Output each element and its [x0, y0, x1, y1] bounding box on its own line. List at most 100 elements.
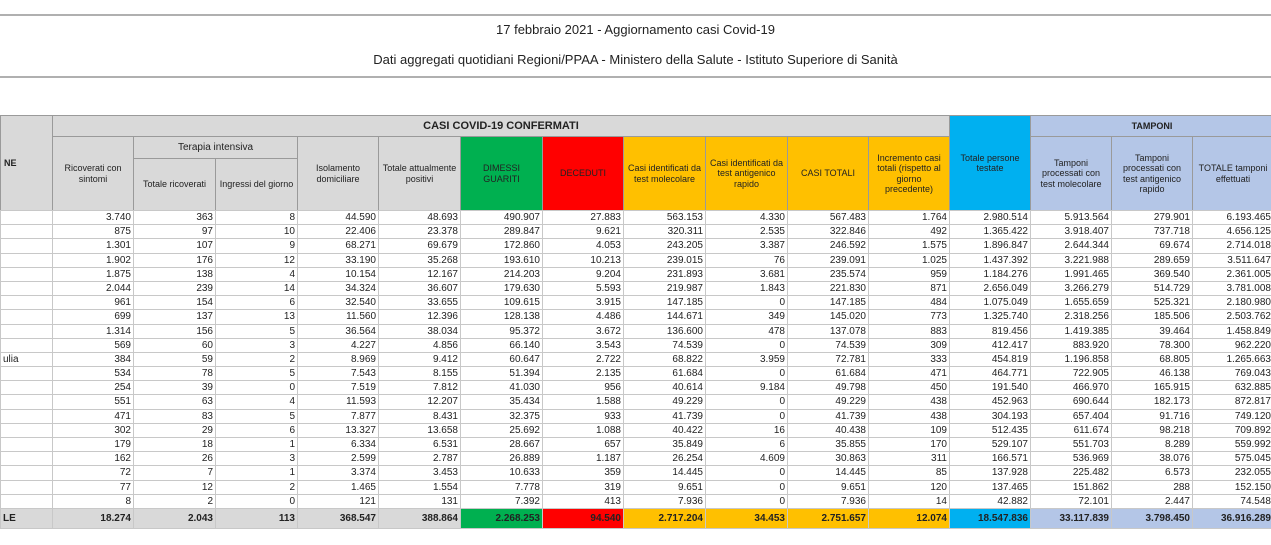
value-cell: 7.936 [787, 494, 869, 509]
value-cell: 302 [52, 423, 134, 438]
value-cell: 179.630 [460, 281, 543, 296]
value-cell: 10 [215, 224, 298, 239]
value-cell: 109.615 [460, 295, 543, 310]
value-cell: 3.740 [52, 210, 134, 225]
value-cell: 5.913.564 [1030, 210, 1112, 225]
value-cell: 6.334 [297, 437, 379, 452]
value-cell: 4.053 [542, 238, 624, 254]
value-cell: 29 [133, 423, 216, 438]
value-cell: 478 [705, 324, 788, 339]
value-cell: 7.936 [623, 494, 706, 509]
value-cell: 0 [215, 494, 298, 509]
value-cell: 359 [542, 465, 624, 481]
value-cell: 41.030 [460, 380, 543, 395]
value-cell: 1.896.847 [949, 238, 1031, 254]
value-cell: 2.644.344 [1030, 238, 1112, 254]
value-cell: 25.692 [460, 423, 543, 438]
value-cell: 5 [215, 366, 298, 381]
column-header: Ingressi del giorno [215, 158, 298, 211]
value-cell: 0 [705, 409, 788, 424]
value-cell: 0 [705, 494, 788, 509]
value-cell: 10.154 [297, 267, 379, 282]
value-cell: 6.193.465 [1192, 210, 1271, 225]
value-cell: 137.928 [949, 465, 1031, 481]
value-cell: 95.372 [460, 324, 543, 339]
column-header: NE [0, 115, 53, 211]
value-cell: 962.220 [1192, 338, 1271, 353]
value-cell: 5.593 [542, 281, 624, 296]
value-cell: 214.203 [460, 267, 543, 282]
value-cell: 11.593 [297, 394, 379, 410]
rule [0, 14, 1271, 16]
value-cell: 1.588 [542, 394, 624, 410]
column-header: DECEDUTI [542, 136, 624, 211]
value-cell: 33.655 [378, 295, 461, 310]
value-cell: 42.882 [949, 494, 1031, 509]
value-cell: 452.963 [949, 394, 1031, 410]
column-header: CASI TOTALI [787, 136, 869, 211]
value-cell: 6.531 [378, 437, 461, 452]
value-cell: 166.571 [949, 451, 1031, 466]
value-cell: 121 [297, 494, 379, 509]
value-cell: 279.901 [1111, 210, 1193, 225]
value-cell: 512.435 [949, 423, 1031, 438]
value-cell: 657.404 [1030, 409, 1112, 424]
value-cell: 12 [215, 253, 298, 268]
value-cell: 13 [215, 309, 298, 325]
value-cell: 699 [52, 309, 134, 325]
value-cell: 2.787 [378, 451, 461, 466]
value-cell: 48.693 [378, 210, 461, 225]
column-header: Incremento casi totali (rispetto al gior… [868, 136, 950, 211]
value-cell: 30.863 [787, 451, 869, 466]
value-cell: 60.647 [460, 352, 543, 367]
value-cell: 3.959 [705, 352, 788, 367]
value-cell: 3.681 [705, 267, 788, 282]
value-cell: 182.173 [1111, 394, 1193, 410]
value-cell: 2.714.018 [1192, 238, 1271, 254]
value-cell: 156 [133, 324, 216, 339]
value-cell: 68.822 [623, 352, 706, 367]
region-cell [0, 409, 53, 424]
value-cell: 68.271 [297, 238, 379, 254]
value-cell: 413 [542, 494, 624, 509]
tamponi-header: TAMPONI [1030, 115, 1271, 137]
value-cell: 722.905 [1030, 366, 1112, 381]
value-cell: 3.915 [542, 295, 624, 310]
region-cell [0, 480, 53, 495]
value-cell: 464.771 [949, 366, 1031, 381]
value-cell: 8.431 [378, 409, 461, 424]
value-cell: 225.482 [1030, 465, 1112, 481]
region-cell [0, 494, 53, 509]
value-cell: 128.138 [460, 309, 543, 325]
value-cell: 60 [133, 338, 216, 353]
value-cell: 632.885 [1192, 380, 1271, 395]
value-cell: 961 [52, 295, 134, 310]
value-cell: 6 [215, 295, 298, 310]
value-cell: 34.324 [297, 281, 379, 296]
subtitle: Dati aggregati quotidiani Regioni/PPAA -… [373, 52, 898, 67]
value-cell: 1.265.663 [1192, 352, 1271, 367]
value-cell: 4.609 [705, 451, 788, 466]
value-cell: 875 [52, 224, 134, 239]
value-cell: 8 [52, 494, 134, 509]
value-cell: 1 [215, 465, 298, 481]
value-cell: 18 [133, 437, 216, 452]
value-cell: 14 [868, 494, 950, 509]
value-cell: 466.970 [1030, 380, 1112, 395]
value-cell: 319 [542, 480, 624, 495]
value-cell: 1.875 [52, 267, 134, 282]
value-cell: 1.075.049 [949, 295, 1031, 310]
value-cell: 333 [868, 352, 950, 367]
value-cell: 2 [215, 480, 298, 495]
value-cell: 12.167 [378, 267, 461, 282]
value-cell: 35.434 [460, 394, 543, 410]
value-cell: 179 [52, 437, 134, 452]
value-cell: 2.318.256 [1030, 309, 1112, 325]
value-cell: 16 [705, 423, 788, 438]
value-cell: 162 [52, 451, 134, 466]
value-cell: 12 [133, 480, 216, 495]
value-cell: 1 [215, 437, 298, 452]
value-cell: 193.610 [460, 253, 543, 268]
value-cell: 288 [1111, 480, 1193, 495]
value-cell: 151.862 [1030, 480, 1112, 495]
